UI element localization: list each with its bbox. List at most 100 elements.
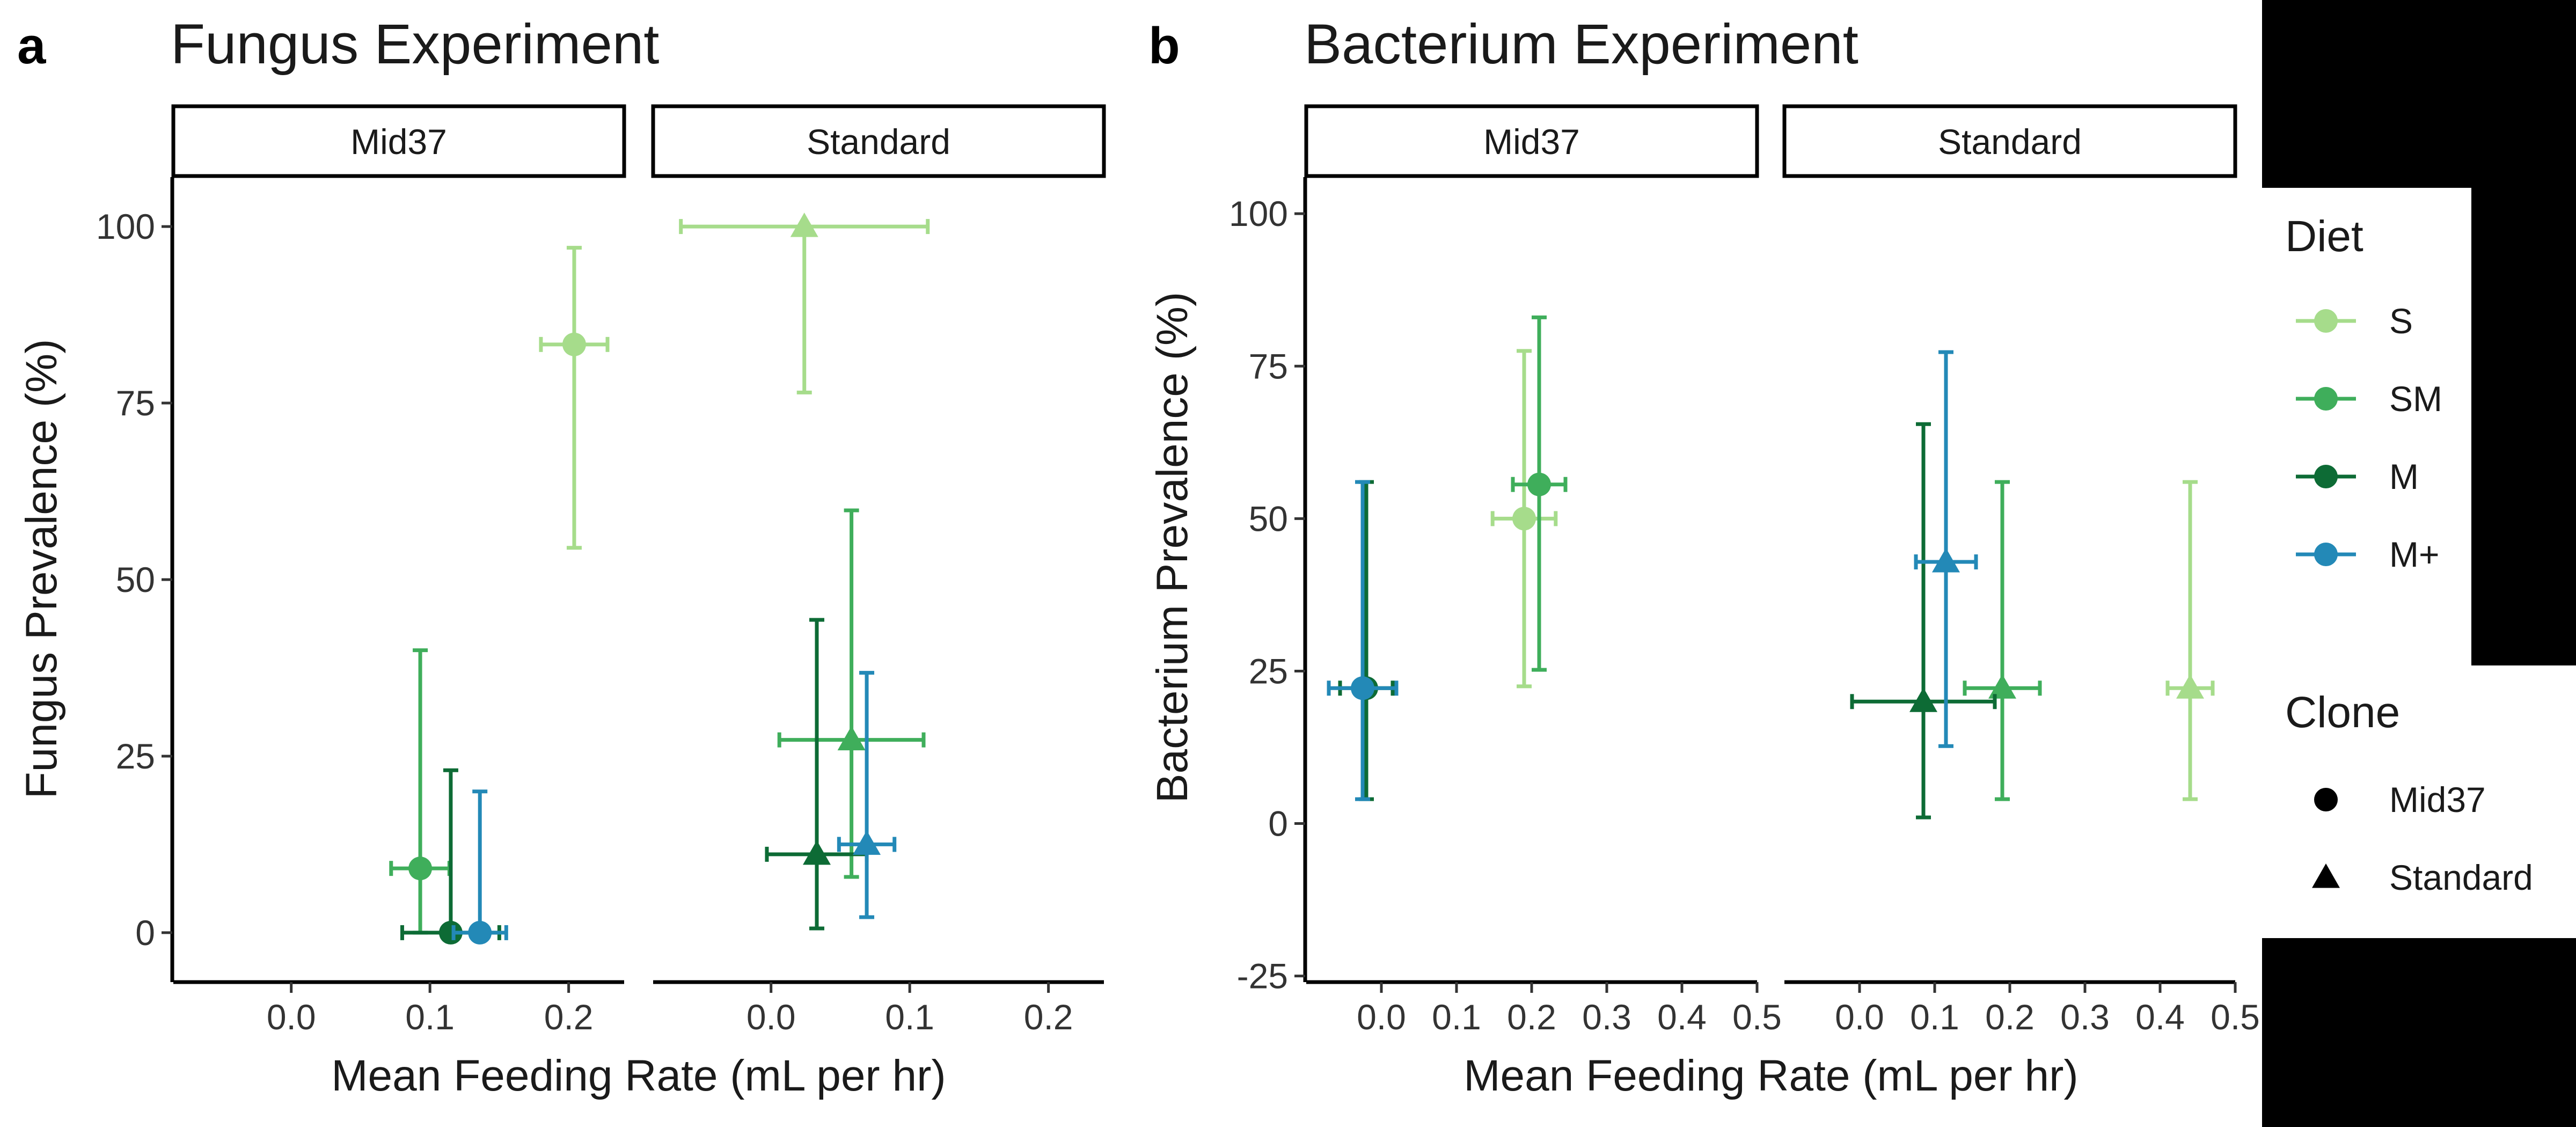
legend-triangle-key xyxy=(2312,863,2340,888)
panel-a-x-tick-label: 0.0 xyxy=(747,997,796,1037)
panel-a-x-tick-label: 0.2 xyxy=(1024,997,1073,1037)
panel-a-y-tick-label: 100 xyxy=(96,207,155,246)
panel-b-x-tick-label: 0.1 xyxy=(1910,997,1959,1037)
panel-b-x-tick-label: 0.2 xyxy=(1507,997,1556,1037)
legend-clone: Clone Mid37 Standard xyxy=(2285,688,2533,897)
triangle-marker xyxy=(2176,674,2204,699)
panel-b-y-axis-title: Bacterium Prevalence (%) xyxy=(1148,292,1197,803)
triangle-marker xyxy=(837,726,866,751)
panel-b-y-tick-label: 100 xyxy=(1229,194,1288,233)
legend-key-marker xyxy=(2314,387,2338,411)
panel-b-x-tick-label: 0.4 xyxy=(2135,997,2185,1037)
panel-b-x-tick-label: 0.0 xyxy=(1357,997,1406,1037)
point-S-mid37 xyxy=(1490,349,1558,689)
panel-b-x-tick-label: 0.1 xyxy=(1432,997,1481,1037)
legend-clone-label: Mid37 xyxy=(2389,780,2486,819)
circle-marker xyxy=(438,920,463,945)
black-block-bottom xyxy=(2262,938,2576,1127)
legend-clone-label: Standard xyxy=(2389,858,2533,897)
panel-b-y-tick-label: 75 xyxy=(1249,346,1288,386)
panel-a-x-tick-label: 0.1 xyxy=(885,997,934,1037)
panel-b-x-tick-label: 0.5 xyxy=(2211,997,2260,1037)
point-Mplus-mid37 xyxy=(451,789,508,945)
strip-b-standard: Standard xyxy=(1782,104,2237,178)
legend-diet: Diet S SM M M+ xyxy=(2285,212,2442,574)
point-S-mid37 xyxy=(539,246,610,550)
circle-marker xyxy=(562,332,586,356)
legend-diet-title: Diet xyxy=(2285,212,2363,261)
strip-a-mid37-label: Mid37 xyxy=(350,122,447,162)
point-S-standard xyxy=(2165,480,2215,801)
panel-a-marks xyxy=(389,213,930,945)
black-block-top xyxy=(2262,0,2576,188)
point-Mplus-standard xyxy=(1914,350,1978,748)
panel-b-x-tick-label: 0.0 xyxy=(1835,997,1884,1037)
strip-a-standard: Standard xyxy=(651,104,1106,178)
panel-b-axes: -25 0 25 50 75 100 0.0 0.1 0.2 0.3 0.4 0.5 0.0 0.1 0.2… xyxy=(1229,177,2260,1037)
legend-diet-items: S SM M M+ xyxy=(2296,301,2442,574)
circle-marker xyxy=(1527,472,1551,496)
panel-b-y-tick-label: 50 xyxy=(1249,499,1288,538)
point-Mplus-mid37 xyxy=(1327,480,1399,801)
panel-b-y-tick-label: 25 xyxy=(1249,651,1288,691)
legend-clone-title: Clone xyxy=(2285,688,2400,737)
point-S-standard xyxy=(679,213,930,394)
panel-a-x-tick-label: 0.1 xyxy=(405,997,455,1037)
strip-a-mid37: Mid37 xyxy=(171,104,626,178)
panel-a-y-axis-title: Fungus Prevalence (%) xyxy=(17,339,66,799)
triangle-marker xyxy=(802,840,831,865)
panel-a-letter: a xyxy=(17,17,46,75)
panel-a-x-tick-label: 0.2 xyxy=(544,997,594,1037)
point-M-mid37 xyxy=(400,768,501,945)
legend-diet-label: M xyxy=(2389,457,2419,496)
legend-clone-item-mid37: Mid37 xyxy=(2314,780,2486,819)
legend-diet-label: S xyxy=(2389,301,2413,341)
legend-key-marker xyxy=(2314,465,2338,488)
panel-a-axes: 0 25 50 75 100 0.0 0.1 0.2 0.0 0.1 0.2 xyxy=(96,177,1104,1037)
legend-diet-label: SM xyxy=(2389,379,2442,419)
panel-b-y-tick-label: -25 xyxy=(1237,956,1288,996)
panel-a-title: Fungus Experiment xyxy=(171,13,659,76)
strip-b-mid37-label: Mid37 xyxy=(1483,122,1580,162)
point-M-mid37 xyxy=(1338,480,1395,801)
panel-a-y-tick-label: 75 xyxy=(116,383,155,423)
legend-clone-item-standard: Standard xyxy=(2312,858,2533,897)
panel-b-x-tick-label: 0.2 xyxy=(1985,997,2035,1037)
legend-diet-item-Mplus: M+ xyxy=(2296,535,2440,574)
panel-b-y-tick-label: 0 xyxy=(1268,804,1288,844)
triangle-marker xyxy=(1988,674,2016,699)
panel-b-letter: b xyxy=(1148,17,1180,75)
legend-background xyxy=(2262,188,2471,617)
panel-a-x-axis-title: Mean Feeding Rate (mL per hr) xyxy=(331,1051,946,1100)
point-SM-mid37 xyxy=(1511,315,1568,672)
point-M-standard xyxy=(1850,422,1997,819)
legend-key-marker xyxy=(2314,543,2338,566)
black-block-mid xyxy=(2471,182,2576,665)
point-SM-mid37 xyxy=(389,648,451,935)
panel-b-title: Bacterium Experiment xyxy=(1304,13,1858,76)
strip-a-standard-label: Standard xyxy=(807,122,950,162)
panel-b-x-axis-title: Mean Feeding Rate (mL per hr) xyxy=(1463,1051,2078,1100)
strip-b-mid37: Mid37 xyxy=(1304,104,1759,178)
circle-marker xyxy=(1351,676,1374,700)
circle-marker xyxy=(468,920,492,945)
legend-key-marker xyxy=(2314,309,2338,333)
panel-a-y-tick-label: 25 xyxy=(116,736,155,776)
point-Mplus-standard xyxy=(837,671,897,919)
panel-a-y-tick-label: 50 xyxy=(116,560,155,599)
circle-marker xyxy=(1512,507,1536,531)
point-SM-standard xyxy=(777,508,926,879)
panel-b-x-tick-label: 0.5 xyxy=(1732,997,1782,1037)
triangle-marker xyxy=(853,830,881,855)
triangle-marker xyxy=(790,213,818,237)
strip-b-standard-label: Standard xyxy=(1938,122,2082,162)
circle-marker xyxy=(408,857,433,881)
point-SM-standard xyxy=(1963,480,2042,801)
legend-diet-item-S: S xyxy=(2296,301,2413,341)
panel-a-y-tick-label: 0 xyxy=(135,913,155,953)
legend-diet-label: M+ xyxy=(2389,535,2440,574)
legend-diet-item-M: M xyxy=(2296,457,2419,496)
panel-a-x-tick-label: 0.0 xyxy=(267,997,316,1037)
panel-b-x-tick-label: 0.4 xyxy=(1657,997,1707,1037)
triangle-marker xyxy=(1932,548,1960,573)
